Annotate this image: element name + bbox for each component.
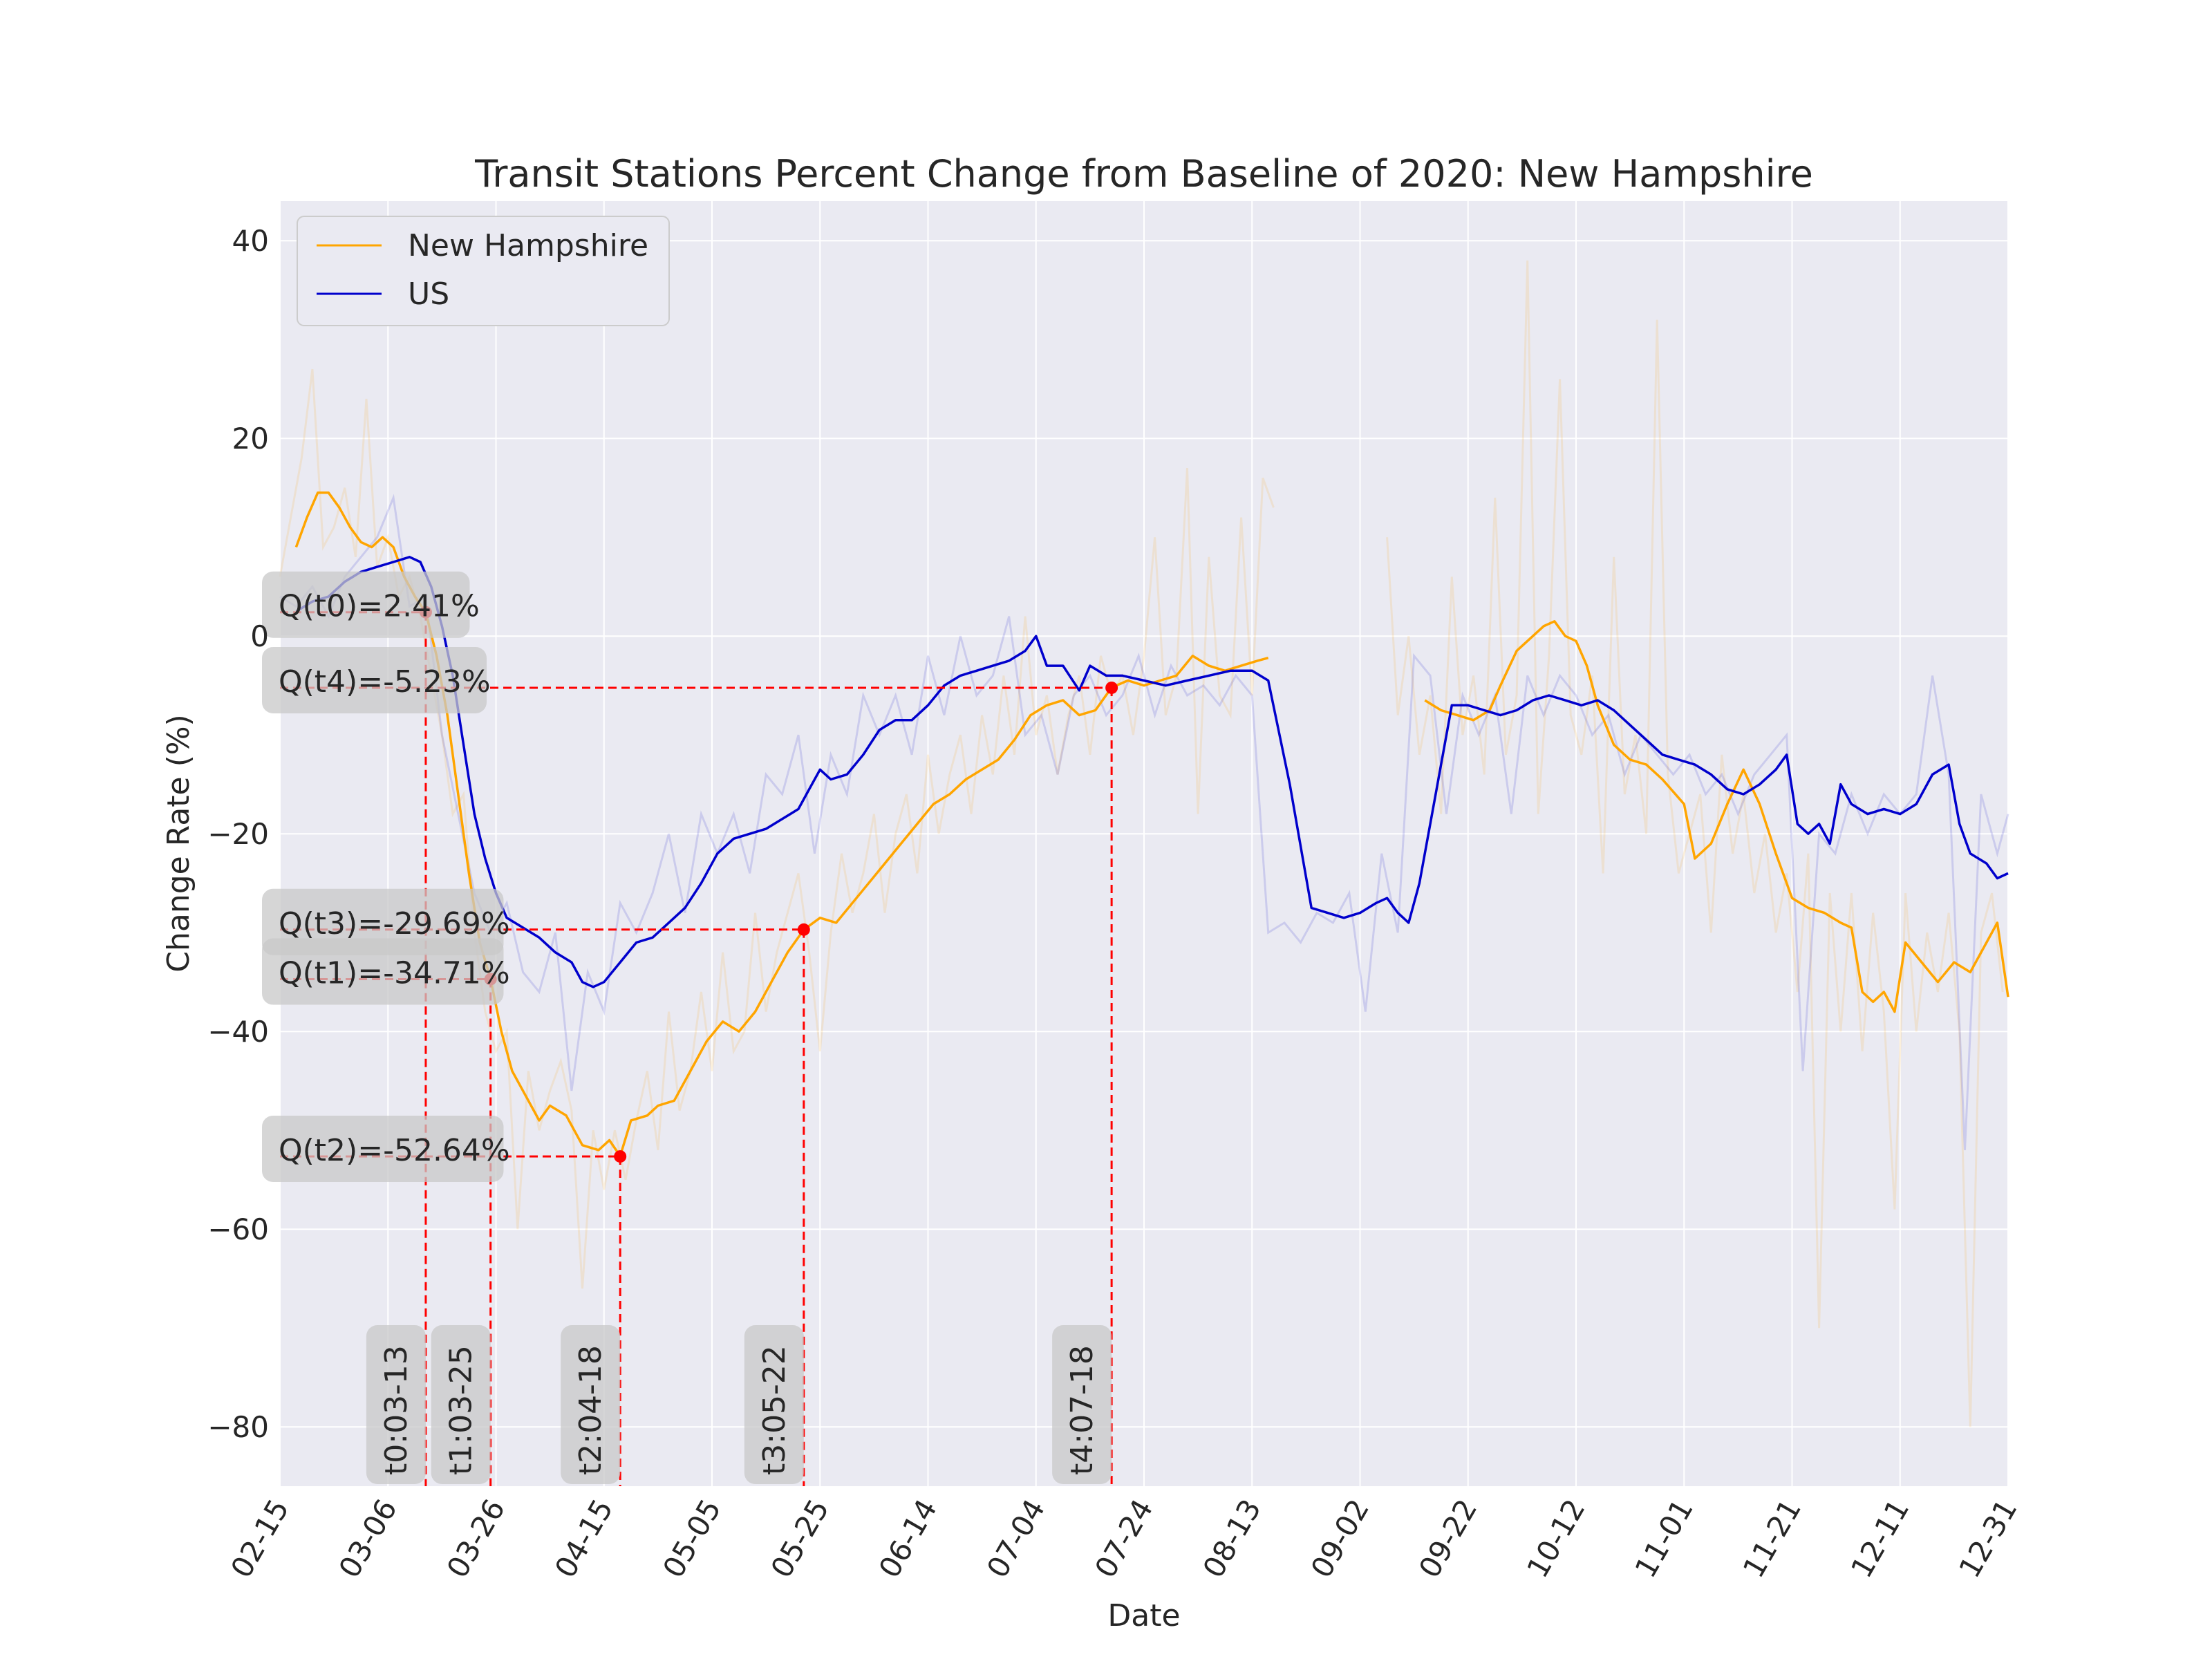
raw-line-new-hampshire: [1386, 260, 2004, 1427]
y-tick-label: 0: [250, 619, 269, 653]
marker-layer: Q(t0)=2.41% t0:03-13 Q(t1)=-34.71% t1:03-25…: [262, 571, 1118, 1486]
raw-line-new-hampshire: [279, 368, 1275, 1289]
t-label-t4: t4:07-18: [1065, 1345, 1100, 1475]
t-label-box-t2: [561, 1325, 621, 1484]
grid: [279, 201, 2009, 1486]
chart-title: Transit Stations Percent Change from Bas…: [474, 152, 1813, 196]
x-tick-label: 04-15: [548, 1494, 619, 1584]
t-label-t1: t1:03-25: [444, 1345, 479, 1475]
legend-box: [297, 216, 670, 326]
x-tick-label: 03-06: [332, 1494, 403, 1584]
legend: New Hampshire US: [297, 216, 670, 326]
x-tick-label: 02-15: [224, 1494, 295, 1584]
q-label-box-t4: [262, 646, 487, 713]
q-label-box-t3: [262, 888, 504, 955]
t-label-box-t1: [431, 1325, 491, 1484]
marker-point-t4: [1105, 681, 1118, 694]
legend-label-us: US: [408, 276, 449, 312]
x-tick-label: 12-31: [1952, 1494, 2023, 1584]
t-label-box-t4: [1052, 1325, 1112, 1484]
x-tick-label: 07-24: [1088, 1494, 1159, 1584]
q-label-t3: Q(t3)=-29.69%: [279, 906, 510, 941]
t-label-box-t3: [744, 1325, 804, 1484]
q-label-t1: Q(t1)=-34.71%: [279, 956, 510, 991]
x-tick-label: 11-21: [1736, 1494, 1808, 1584]
t-label-t2: t2:04-18: [573, 1345, 608, 1475]
t-label-box-t0: [366, 1325, 426, 1484]
x-tick-label: 05-05: [656, 1494, 727, 1584]
x-tick-label: 06-14: [872, 1494, 944, 1584]
q-label-t2: Q(t2)=-52.64%: [279, 1133, 510, 1168]
series-line-us: [295, 556, 2009, 988]
x-axis-title: Date: [1107, 1598, 1180, 1633]
y-tick-label: −60: [207, 1212, 269, 1246]
t-label-t3: t3:05-22: [757, 1345, 792, 1475]
x-tick-label: 11-01: [1628, 1494, 1699, 1584]
q-label-t0: Q(t0)=2.41%: [279, 589, 480, 624]
y-tick-label: −20: [207, 817, 269, 851]
series-line-new-hampshire: [1424, 620, 2009, 1013]
x-tick-label: 08-13: [1196, 1494, 1267, 1584]
q-label-t4: Q(t4)=-5.23%: [279, 664, 491, 700]
y-tick-label: −80: [207, 1410, 269, 1444]
marker-point-t2: [614, 1150, 627, 1163]
y-tick-label: −40: [207, 1015, 269, 1049]
legend-label-new-hampshire: New Hampshire: [408, 228, 648, 263]
q-label-box-t2: [262, 1115, 504, 1182]
y-tick-label: 20: [232, 422, 269, 456]
marker-point-t3: [797, 923, 810, 936]
x-tick-label: 09-22: [1412, 1494, 1483, 1584]
t-label-t0: t0:03-13: [379, 1345, 414, 1475]
q-label-box-t0: [262, 571, 470, 638]
x-tick-label: 07-04: [980, 1494, 1051, 1584]
x-tick-label: 12-11: [1844, 1494, 1915, 1584]
y-axis-title: Change Rate (%): [161, 714, 196, 972]
x-tick-label: 05-25: [764, 1494, 835, 1584]
x-tick-label: 09-02: [1304, 1494, 1376, 1584]
x-tick-label: 10-12: [1520, 1494, 1591, 1584]
y-tick-label: 40: [232, 224, 269, 258]
x-tick-label: 03-26: [440, 1494, 512, 1584]
